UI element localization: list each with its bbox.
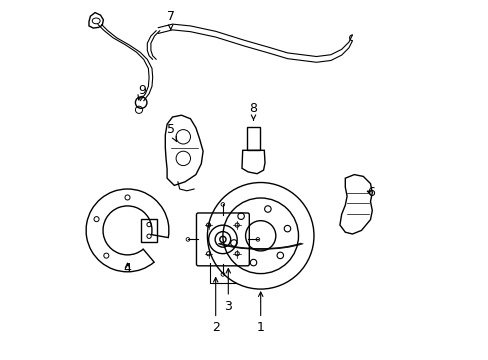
Text: 2: 2: [211, 278, 219, 334]
Text: 5: 5: [166, 123, 176, 141]
Text: 1: 1: [256, 292, 264, 334]
Text: 4: 4: [123, 262, 131, 275]
Bar: [141, 219, 157, 242]
Text: 6: 6: [366, 186, 374, 199]
Text: 9: 9: [138, 84, 145, 100]
Text: 7: 7: [166, 10, 174, 30]
Text: 8: 8: [249, 102, 257, 120]
Bar: [246, 127, 260, 150]
Text: 3: 3: [224, 269, 232, 312]
